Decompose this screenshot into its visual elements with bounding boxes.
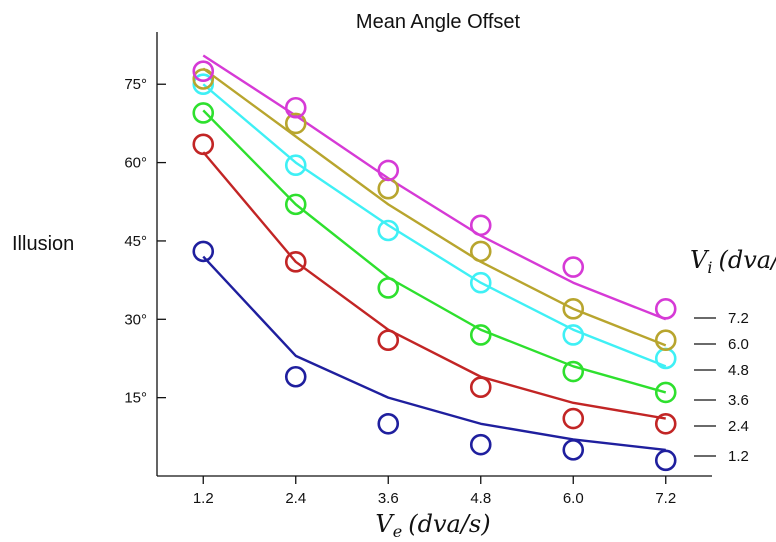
data-point-vi-6.0 [562,298,585,320]
data-point-vi-7.2 [377,159,400,182]
legend-label-vi-7.2: 7.2 [728,310,749,327]
x-axis-label-subscript: e [393,522,402,541]
data-point-vi-7.2 [192,60,215,82]
data-point-vi-4.8 [192,73,215,96]
data-point-vi-6.0 [192,68,215,90]
data-point-vi-1.2 [469,433,492,456]
data-point-vi-3.6 [654,381,677,404]
data-point-vi-2.4 [192,133,215,156]
legend-label-vi-3.6: 3.6 [728,392,749,409]
x-tick-label: 6.0 [563,490,584,507]
data-point-vi-1.2 [192,240,215,263]
data-point-vi-2.4 [654,412,677,435]
data-point-vi-6.0 [469,240,492,263]
data-point-vi-3.6 [192,102,215,124]
y-ticks: 15° 30° 45° 60° 75° [124,76,166,407]
data-point-vi-3.6 [377,277,400,299]
data-point-vi-1.2 [284,365,307,388]
legend-label-vi-4.8: 4.8 [728,362,749,379]
data-point-vi-4.8 [469,271,492,294]
x-axis-label-symbol: V [375,510,395,538]
data-point-vi-4.8 [377,219,400,242]
data-point-vi-6.0 [377,177,400,200]
legend: 1.2 2.4 3.6 4.8 6.0 7.2 [694,310,749,465]
data-point-vi-2.4 [284,251,307,273]
plot-area [192,54,677,472]
data-point-vi-4.8 [284,154,307,176]
legend-title-symbol: V [690,246,710,274]
legend-label-vi-6.0: 6.0 [728,336,749,353]
legend-title: Vi (dva/s) [690,246,776,277]
y-axis-label: Illusion [12,233,74,255]
x-axis-label-units: (dva/s) [408,510,490,538]
chart-title: Mean Angle Offset [356,11,521,33]
data-point-vi-6.0 [284,112,307,135]
data-point-vi-7.2 [469,214,492,237]
data-point-vi-1.2 [562,439,585,461]
data-point-vi-2.4 [377,329,400,351]
x-tick-label: 4.8 [470,490,491,507]
y-tick-label: 30° [124,311,147,328]
fit-line-vi-2.4 [202,151,666,420]
x-ticks: 1.2 2.4 3.6 4.8 6.0 7.2 [193,476,676,507]
fit-line-vi-6.0 [202,67,667,347]
x-tick-label: 1.2 [193,490,214,507]
legend-label-vi-1.2: 1.2 [728,448,749,465]
x-tick-label: 3.6 [378,490,399,507]
data-point-vi-3.6 [562,360,585,383]
legend-label-vi-2.4: 2.4 [728,418,749,435]
data-point-vi-4.8 [562,324,585,346]
data-point-vi-3.6 [284,193,307,216]
x-axis-label: Ve (dva/s) [375,510,490,541]
data-point-vi-7.2 [562,256,585,278]
data-point-vi-7.2 [654,298,677,320]
fit-line-vi-1.2 [202,255,666,452]
data-point-vi-3.6 [469,324,492,346]
fit-line-vi-3.6 [202,109,667,394]
x-tick-label: 7.2 [655,490,676,507]
y-tick-label: 15° [124,390,147,407]
data-point-vi-2.4 [562,407,585,430]
legend-title-subscript: i [707,258,712,277]
fit-line-vi-4.8 [202,83,667,368]
data-point-vi-7.2 [284,96,307,119]
legend-title-units: (dva/s) [718,246,776,274]
data-point-vi-1.2 [377,412,400,435]
data-point-vi-1.2 [654,449,677,472]
data-point-vi-6.0 [654,329,677,351]
y-tick-label: 45° [124,233,147,250]
data-point-vi-2.4 [469,376,492,399]
fit-line-vi-7.2 [202,54,667,321]
x-tick-label: 2.4 [285,490,306,507]
y-tick-label: 75° [124,76,147,93]
y-tick-label: 60° [124,155,147,172]
